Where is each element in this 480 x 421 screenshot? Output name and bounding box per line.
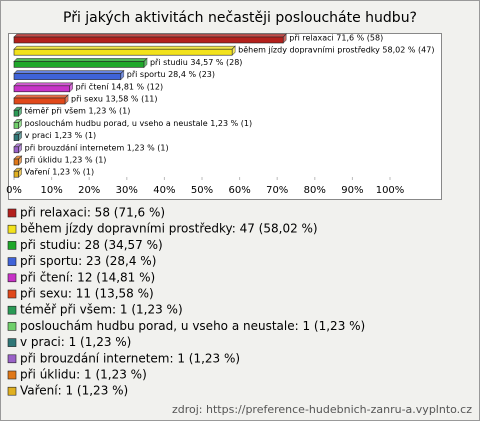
legend-label: při sexu: 11 (13,58 %) [20,287,154,301]
bar-label: při sexu 13,58 % (11) [71,95,157,104]
legend-swatch [7,224,17,234]
x-tick-label: 60% [228,185,250,196]
legend-swatch [7,370,17,380]
bar-top [13,70,125,74]
x-tick-label: 50% [191,185,213,196]
bar-top [13,45,236,50]
bar-label: poslouchám hudbu porad, u vseho a neusta… [25,119,252,128]
bar-label: při brouzdání internetem 1,23 % (1) [25,143,169,152]
bar [13,61,145,68]
source: zdroj: https://preference-hudebnich-zanr… [172,403,472,416]
legend-label: při relaxaci: 58 (71,6 %) [20,206,165,220]
legend-label: při čtení: 12 (14,81 %) [20,270,155,284]
bar-top [13,82,74,87]
bar-label: při úklidu 1,23 % (1) [25,156,107,165]
bar-label: při relaxaci 71,6 % (58) [289,34,383,43]
legend-label: téměř při všem: 1 (1,23 %) [20,303,183,317]
bar [13,85,70,93]
x-tick-label: 40% [153,185,175,196]
legend-label: v praci: 1 (1,23 %) [20,335,131,349]
bar-label: Vaření 1,23 % (1) [25,168,94,177]
x-tick-label: 20% [78,185,100,196]
x-tick-label: 80% [304,185,326,196]
chart-title: Při jakých aktivitách nečastěji poslouch… [63,10,417,26]
legend-swatch [7,305,17,315]
x-tick-label: 90% [341,185,363,196]
bar-top [13,94,69,99]
legend-label: při brouzdání internetem: 1 (1,23 %) [20,351,240,365]
x-tick-label: 70% [266,185,288,196]
bar [13,122,19,129]
bar-top [13,33,287,38]
legend-swatch [7,273,17,283]
bar [13,146,19,154]
legend-label: při úklidu: 1 (1,23 %) [20,368,147,382]
legend-label: při studiu: 28 (34,57 %) [20,238,163,252]
bar-label: při studiu 34,57 % (28) [150,58,242,67]
bar-label: při sportu 28,4 % (23) [127,70,215,79]
bar [13,97,66,105]
legend-label: poslouchám hudbu porad, u vseho a neusta… [20,319,365,333]
legend-swatch [7,322,17,331]
bar-top [13,58,148,62]
bar-label: v praci 1,23 % (1) [25,131,97,140]
legend-label: během jízdy dopravními prostředky: 47 (5… [20,222,318,236]
legend-label: Vaření: 1 (1,23 %) [20,384,128,398]
bar-label: při čtení 14,81 % (12) [76,81,163,91]
legend-label: při sportu: 23 (28,4 %) [20,254,156,268]
bar [13,48,233,56]
legend-swatch [7,289,17,299]
bar-label: během jízdy dopravními prostředky 58,02 … [238,46,434,55]
x-tick-label: 100% [376,185,405,196]
bar [13,36,284,44]
legend-swatch [7,208,17,218]
bar [13,73,122,80]
x-tick-label: 0% [6,185,22,196]
legend-swatch [7,386,17,396]
bar [13,170,19,178]
legend-swatch [7,338,17,347]
bar [13,134,19,141]
legend-swatch [7,241,17,250]
x-tick-label: 10% [40,185,62,196]
legend-swatch [7,257,17,266]
bar [13,109,19,117]
bar [13,158,19,166]
x-tick-label: 30% [116,185,138,196]
bar-label: téměř při všem 1,23 % (1) [25,106,131,116]
legend-swatch [7,354,17,364]
